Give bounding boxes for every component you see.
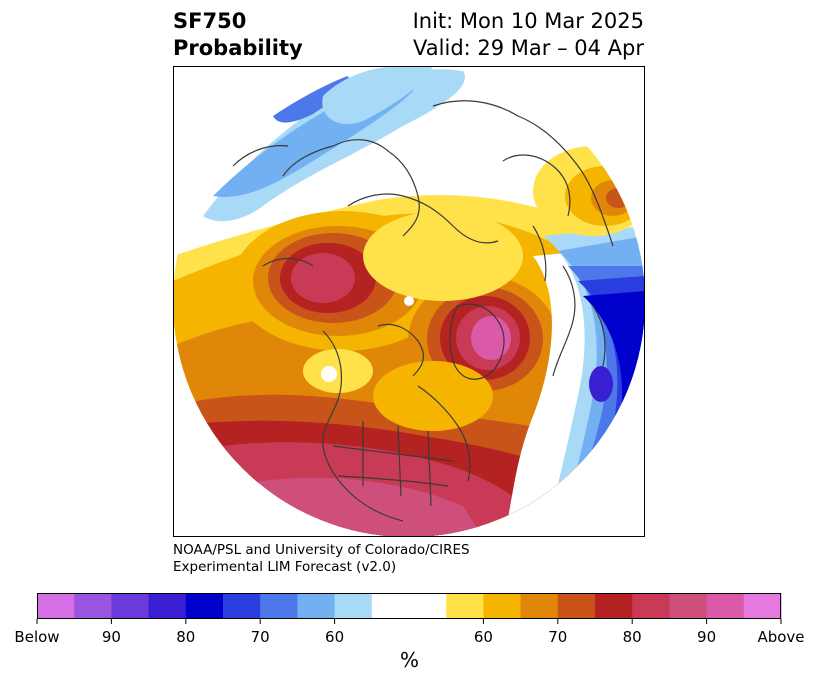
colorbar-unit-label: % [399, 648, 419, 672]
valid-period: Valid: 29 Mar – 04 Apr [413, 36, 644, 60]
colorbar-swatch [74, 593, 112, 619]
colorbar-tick-label: 90 [102, 628, 121, 646]
colorbar-swatch [595, 593, 633, 619]
title-block-left: SF750 Probability [173, 8, 303, 62]
colorbar-swatch [37, 593, 75, 619]
colorbar-tick-label: Above [757, 628, 804, 646]
credit-line-1: NOAA/PSL and University of Colorado/CIRE… [173, 542, 470, 558]
colorbar-ticks: Below 90 80 70 60 60 70 80 90 Above [14, 619, 805, 646]
colorbar-swatch [148, 593, 187, 619]
colorbar-swatch [223, 593, 261, 619]
colorbar-swatch [371, 593, 410, 619]
colorbar-swatch [446, 593, 484, 619]
probability-field [173, 66, 645, 537]
colorbar-swatch [185, 593, 224, 619]
product-title: Probability [173, 36, 303, 60]
variable-title: SF750 [173, 9, 247, 33]
colorbar-frame [37, 593, 781, 619]
colorbar-swatch [706, 593, 745, 619]
probability-map [173, 66, 645, 537]
map-frame [173, 66, 645, 537]
colorbar-swatch [632, 593, 670, 619]
credit-line-2: Experimental LIM Forecast (v2.0) [173, 559, 397, 575]
init-date: Init: Mon 10 Mar 2025 [412, 9, 644, 33]
colorbar-swatch [111, 593, 150, 619]
credit-block: NOAA/PSL and University of Colorado/CIRE… [173, 542, 470, 576]
colorbar-tick-label: Below [14, 628, 59, 646]
colorbar-tick-label: 60 [474, 628, 493, 646]
colorbar-swatch [483, 593, 522, 619]
coastlines [232, 100, 614, 522]
title-block-right: Init: Mon 10 Mar 2025 Valid: 29 Mar – 04… [413, 8, 644, 62]
colorbar-swatch [260, 593, 298, 619]
colorbar-swatch [334, 593, 373, 619]
colorbar-swatch [297, 593, 336, 619]
colorbar-swatches [37, 593, 782, 619]
colorbar-tick-label: 70 [251, 628, 270, 646]
colorbar-swatch [743, 593, 782, 619]
colorbar-swatch [557, 593, 596, 619]
colorbar-swatch [409, 593, 447, 619]
colorbar-tick-label: 90 [697, 628, 716, 646]
colorbar-swatch [520, 593, 559, 619]
colorbar: Below 90 80 70 60 60 70 80 90 Above [14, 593, 805, 646]
colorbar-tick-label: 70 [548, 628, 567, 646]
colorbar-swatch [669, 593, 708, 619]
colorbar-tick-label: 80 [623, 628, 642, 646]
colorbar-tick-label: 80 [176, 628, 195, 646]
colorbar-tick-label: 60 [325, 628, 344, 646]
